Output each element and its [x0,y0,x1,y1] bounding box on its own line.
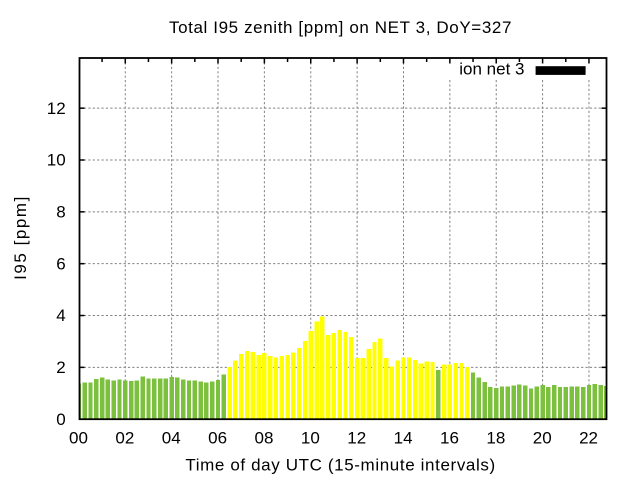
svg-text:6: 6 [56,254,65,273]
svg-text:Time of day UTC (15-minute int: Time of day UTC (15-minute intervals) [185,455,495,474]
svg-text:06: 06 [208,428,227,447]
svg-text:12: 12 [47,99,66,118]
svg-text:00: 00 [69,428,88,447]
svg-text:2: 2 [56,358,65,377]
svg-text:10: 10 [301,428,320,447]
svg-text:04: 04 [162,428,181,447]
svg-text:20: 20 [533,428,552,447]
svg-text:Total I95 zenith [ppm] on NET: Total I95 zenith [ppm] on NET 3, DoY=327 [169,18,512,37]
svg-text:4: 4 [56,306,65,325]
svg-text:08: 08 [255,428,274,447]
svg-text:18: 18 [486,428,505,447]
svg-text:I95 [ppm]: I95 [ppm] [11,195,30,280]
svg-text:ion net 3: ion net 3 [459,59,524,78]
svg-text:10: 10 [47,151,66,170]
svg-text:02: 02 [115,428,134,447]
svg-text:8: 8 [56,202,65,221]
svg-text:16: 16 [440,428,459,447]
svg-text:0: 0 [56,410,65,429]
svg-text:12: 12 [347,428,366,447]
svg-text:14: 14 [394,428,413,447]
svg-text:22: 22 [579,428,598,447]
